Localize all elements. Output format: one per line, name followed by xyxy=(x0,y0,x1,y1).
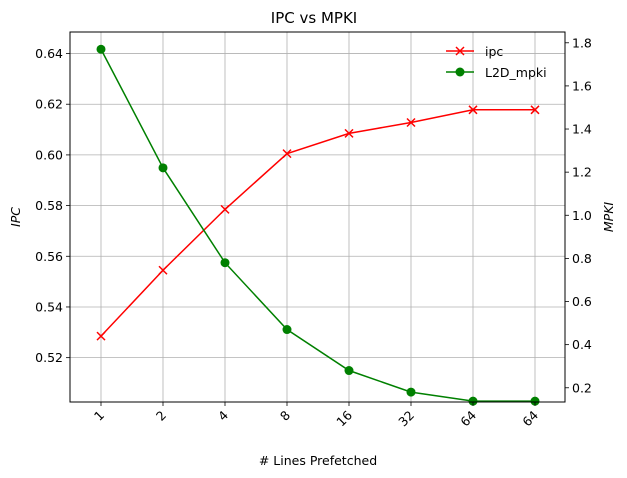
point-L2D_mpki xyxy=(406,387,416,397)
point-ipc xyxy=(220,204,230,214)
y-left-tick-label: 0.64 xyxy=(35,46,63,61)
y-right-tick-label: 1.2 xyxy=(572,165,592,180)
y-left-tick-label: 0.56 xyxy=(35,249,63,264)
point-L2D_mpki xyxy=(282,325,292,335)
plot-frame xyxy=(69,31,566,403)
x-axis-label: # Lines Prefetched xyxy=(259,453,377,468)
point-ipc xyxy=(406,117,416,128)
y-left-tick-label: 0.58 xyxy=(35,198,63,213)
y-left-tick-label: 0.54 xyxy=(35,299,63,314)
y-left-tick-label: 0.52 xyxy=(35,350,63,365)
x-tick-label: 16 xyxy=(333,407,355,429)
x-tick-label: 1 xyxy=(91,408,107,424)
y-right-tick-label: 1.0 xyxy=(572,208,592,223)
point-L2D_mpki xyxy=(96,44,106,54)
y-right-tick-label: 1.8 xyxy=(572,35,592,50)
series-line-ipc xyxy=(100,109,535,337)
x-axis: 1 2 4 8 16 32 64 64 xyxy=(91,402,541,429)
legend-mpki-label: L2D_mpki xyxy=(485,65,547,80)
point-ipc xyxy=(468,105,478,115)
x-tick-label: 2 xyxy=(153,408,169,424)
y-axis-left: 0.52 0.54 0.56 0.58 0.60 0.62 0.64 xyxy=(35,46,70,365)
grid xyxy=(70,32,565,402)
point-L2D_mpki xyxy=(530,396,540,406)
point-L2D_mpki xyxy=(220,258,230,268)
point-L2D_mpki xyxy=(468,396,478,406)
y-right-tick-label: 0.6 xyxy=(572,294,592,309)
legend-ipc-label: ipc xyxy=(485,44,503,59)
y-axis-right-label: MPKI xyxy=(601,202,616,233)
y-right-tick-label: 1.6 xyxy=(572,78,592,93)
point-ipc xyxy=(158,265,168,275)
y-left-tick-label: 0.62 xyxy=(35,97,63,112)
point-L2D_mpki xyxy=(344,366,354,376)
point-L2D_mpki xyxy=(158,163,168,173)
x-tick-label: 64 xyxy=(457,407,479,429)
point-ipc xyxy=(344,128,354,138)
legend: ipc L2D_mpki xyxy=(446,44,547,80)
x-tick-label: 4 xyxy=(215,407,231,423)
y-right-tick-label: 0.2 xyxy=(572,380,592,395)
y-axis-right: 0.2 0.4 0.6 0.8 1.0 1.2 1.4 1.6 1.8 xyxy=(565,35,592,395)
legend-ipc-marker xyxy=(455,46,465,56)
y-right-tick-label: 1.4 xyxy=(572,122,592,137)
x-tick-label: 32 xyxy=(395,408,417,430)
point-ipc xyxy=(96,331,106,341)
x-tick-label: 8 xyxy=(277,407,293,423)
point-ipc xyxy=(282,149,292,159)
chart-title: IPC vs MPKI xyxy=(271,9,357,27)
y-right-tick-label: 0.8 xyxy=(572,251,592,266)
y-right-tick-label: 0.4 xyxy=(572,337,592,352)
series-line-L2D_mpki xyxy=(100,48,535,402)
point-ipc xyxy=(530,105,540,115)
plot-series xyxy=(96,44,540,406)
y-axis-left-label: IPC xyxy=(8,207,23,227)
y-left-tick-label: 0.60 xyxy=(35,147,63,162)
legend-mpki-marker xyxy=(455,67,465,77)
x-tick-label: 64 xyxy=(519,407,541,429)
